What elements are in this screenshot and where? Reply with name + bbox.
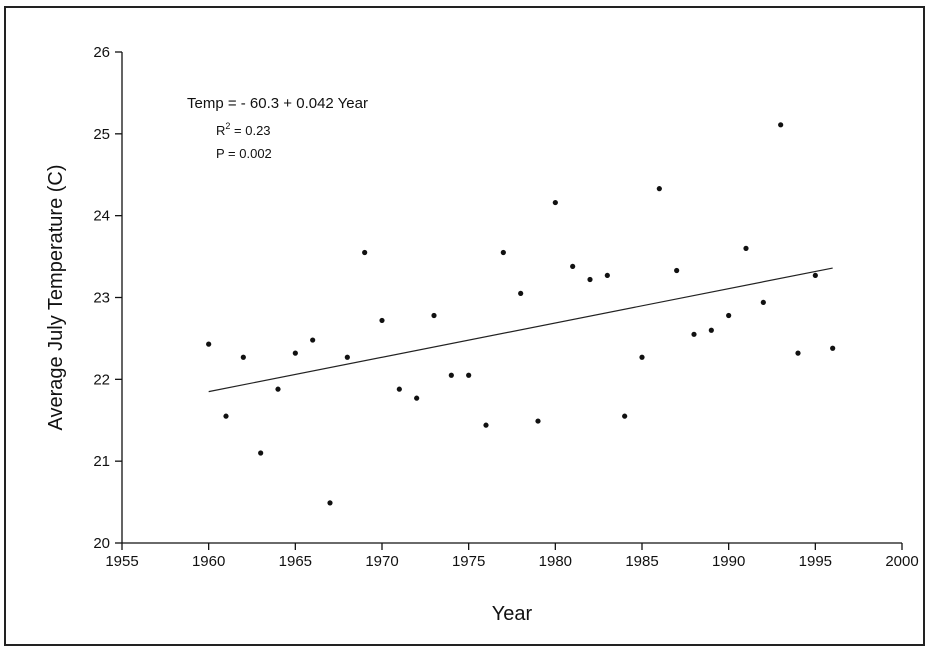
data-point (344, 354, 350, 360)
data-point (570, 263, 576, 270)
data-point (830, 345, 836, 351)
y-axis-title: Average July Temperature (C) (45, 164, 67, 430)
x-tick-label: 1965 (279, 553, 312, 570)
data-point (275, 386, 281, 392)
regression-annotation: Temp = - 60.3 + 0.042 Year R2 = 0.23 P =… (187, 95, 368, 161)
data-point (604, 272, 610, 279)
data-point (656, 186, 662, 192)
data-point (708, 327, 714, 333)
data-point (622, 413, 628, 419)
data-point (292, 350, 298, 356)
y-tick-label: 21 (93, 453, 110, 470)
r-squared-label: R (216, 123, 225, 138)
data-point (795, 350, 801, 356)
data-point (466, 372, 472, 378)
r-squared: R2 = 0.23 (216, 121, 271, 138)
y-tick-label: 22 (93, 371, 110, 388)
data-point (327, 500, 333, 506)
r-squared-value: = 0.23 (230, 123, 270, 138)
data-point (778, 122, 784, 128)
y-tick-label: 26 (93, 44, 110, 61)
x-tick-label: 2000 (885, 553, 918, 570)
data-point (743, 245, 749, 251)
x-tick-label: 1970 (365, 553, 398, 570)
data-point (206, 341, 212, 347)
trendline (208, 267, 833, 393)
data-point (535, 418, 541, 424)
data-point (310, 337, 316, 343)
x-tick-label: 1975 (452, 553, 485, 570)
data-point (674, 267, 680, 274)
regression-equation: Temp = - 60.3 + 0.042 Year (187, 95, 368, 112)
y-tick-label: 25 (93, 126, 110, 143)
data-point (414, 395, 420, 401)
data-point (812, 272, 818, 279)
y-tick-label: 20 (93, 535, 110, 552)
x-tick-label: 1955 (105, 553, 138, 570)
x-axis-title: Year (492, 603, 533, 625)
data-point (760, 299, 766, 306)
x-ticks: 1955 1960 1965 1970 1975 1980 1985 1990 1995 2000 (105, 543, 919, 570)
x-tick-label: 1985 (625, 553, 658, 570)
data-point (518, 290, 524, 297)
y-tick-label: 23 (93, 290, 110, 307)
data-point (500, 249, 506, 256)
p-value: P = 0.002 (216, 146, 272, 161)
data-point (240, 354, 246, 360)
data-point (587, 276, 593, 283)
r-squared-superscript: 2 (225, 121, 230, 131)
data-point (483, 422, 489, 428)
data-points (206, 122, 836, 506)
data-point (552, 199, 558, 206)
data-point (448, 372, 454, 378)
y-ticks: 20 21 22 23 24 25 26 (93, 44, 122, 552)
trendline-group (208, 267, 833, 393)
data-point (379, 317, 385, 324)
data-point (691, 331, 697, 337)
data-point (431, 312, 437, 319)
x-tick-label: 1995 (799, 553, 832, 570)
x-tick-label: 1990 (712, 553, 745, 570)
chart-frame (4, 6, 925, 646)
x-tick-label: 1960 (192, 553, 225, 570)
data-point (362, 249, 368, 256)
data-point (639, 354, 645, 360)
y-tick-label: 24 (93, 208, 110, 225)
data-point (726, 312, 732, 319)
data-point (396, 386, 402, 392)
x-tick-label: 1980 (539, 553, 572, 570)
data-point (223, 413, 229, 419)
data-point (258, 450, 264, 456)
